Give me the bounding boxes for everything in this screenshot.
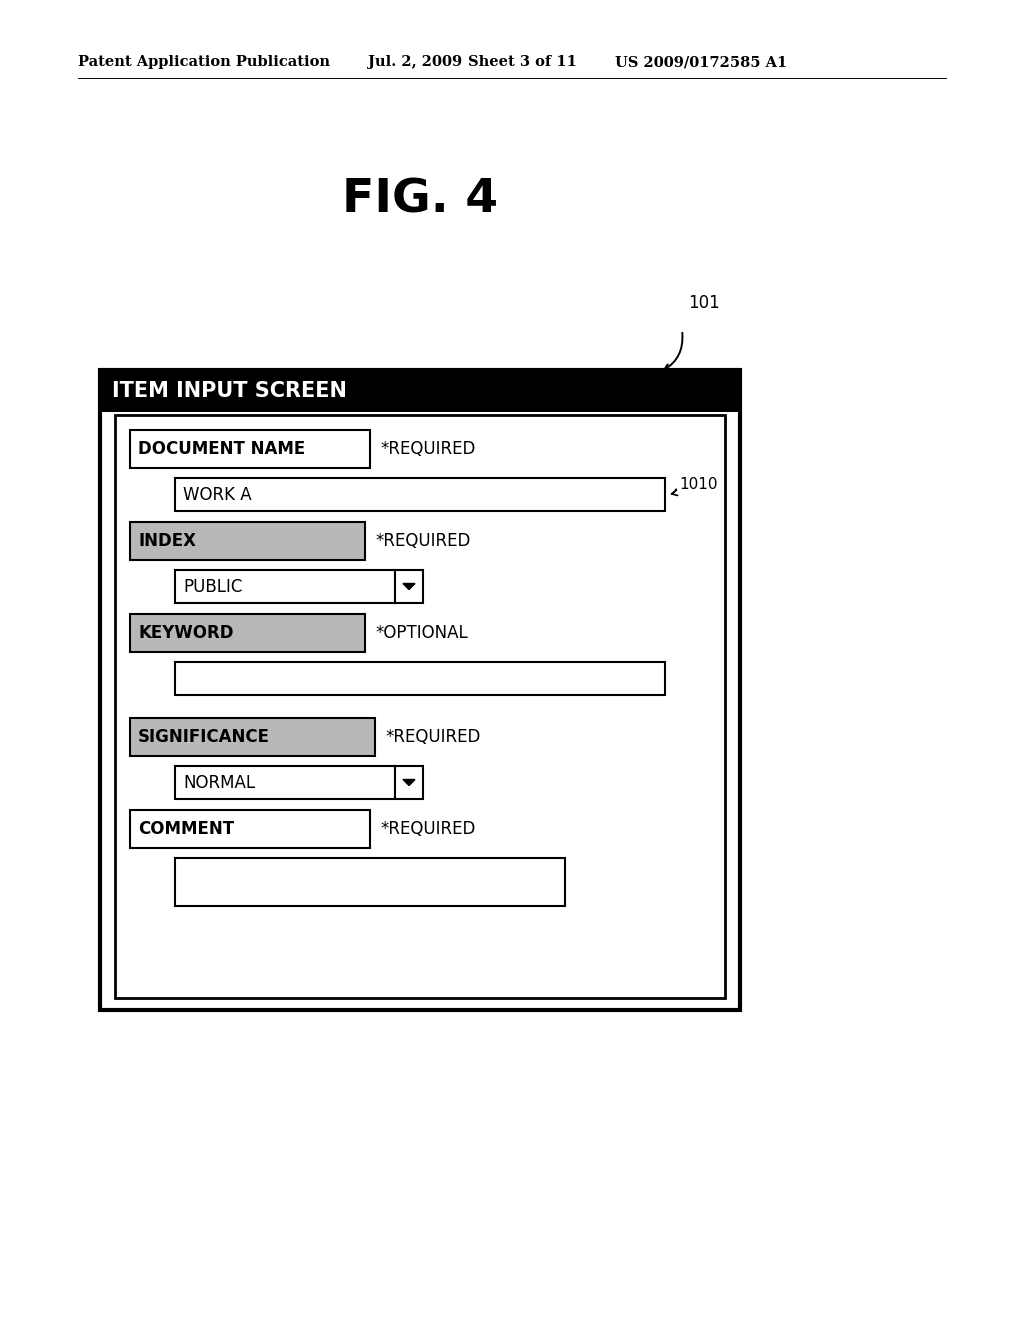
FancyBboxPatch shape: [175, 663, 665, 696]
FancyBboxPatch shape: [130, 521, 365, 560]
Text: *REQUIRED: *REQUIRED: [380, 820, 475, 838]
FancyBboxPatch shape: [395, 570, 423, 603]
Text: Sheet 3 of 11: Sheet 3 of 11: [468, 55, 577, 69]
Text: 101: 101: [688, 294, 720, 312]
Text: COMMENT: COMMENT: [138, 820, 234, 838]
Text: SIGNIFICANCE: SIGNIFICANCE: [138, 729, 270, 746]
Text: *REQUIRED: *REQUIRED: [375, 532, 470, 550]
Text: NORMAL: NORMAL: [183, 774, 255, 792]
Text: PUBLIC: PUBLIC: [183, 578, 243, 595]
FancyBboxPatch shape: [100, 370, 740, 412]
Text: FIG. 4: FIG. 4: [342, 177, 498, 223]
FancyBboxPatch shape: [175, 766, 395, 799]
FancyBboxPatch shape: [130, 430, 370, 469]
Text: KEYWORD: KEYWORD: [138, 624, 233, 642]
Text: *OPTIONAL: *OPTIONAL: [375, 624, 468, 642]
Text: Patent Application Publication: Patent Application Publication: [78, 55, 330, 69]
Polygon shape: [403, 780, 415, 785]
FancyBboxPatch shape: [130, 614, 365, 652]
FancyBboxPatch shape: [100, 370, 740, 1010]
Text: ITEM INPUT SCREEN: ITEM INPUT SCREEN: [112, 381, 347, 401]
Text: *REQUIRED: *REQUIRED: [380, 440, 475, 458]
FancyBboxPatch shape: [130, 810, 370, 847]
Text: US 2009/0172585 A1: US 2009/0172585 A1: [615, 55, 787, 69]
Text: Jul. 2, 2009: Jul. 2, 2009: [368, 55, 462, 69]
Text: 1010: 1010: [679, 477, 718, 492]
FancyBboxPatch shape: [130, 718, 375, 756]
FancyBboxPatch shape: [395, 766, 423, 799]
Text: INDEX: INDEX: [138, 532, 196, 550]
FancyBboxPatch shape: [175, 858, 565, 906]
FancyBboxPatch shape: [115, 414, 725, 998]
Polygon shape: [403, 583, 415, 590]
FancyBboxPatch shape: [175, 478, 665, 511]
Text: WORK A: WORK A: [183, 486, 252, 503]
FancyBboxPatch shape: [175, 570, 395, 603]
Text: DOCUMENT NAME: DOCUMENT NAME: [138, 440, 305, 458]
Text: *REQUIRED: *REQUIRED: [385, 729, 480, 746]
